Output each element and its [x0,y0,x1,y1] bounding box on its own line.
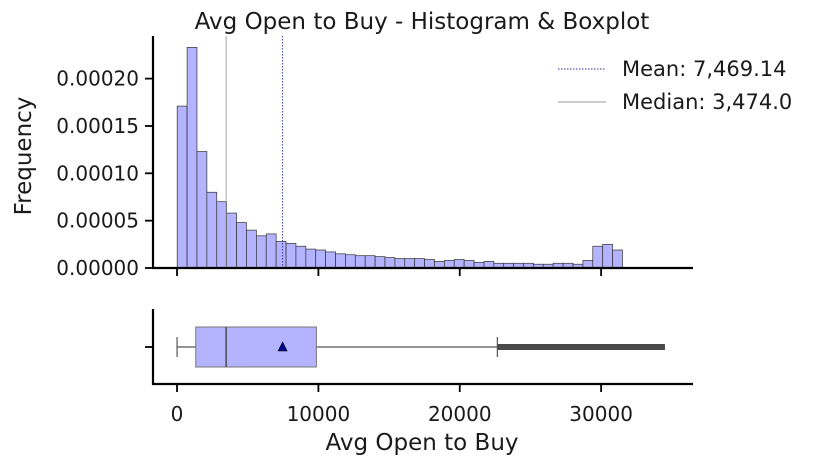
histogram-bar [354,255,366,269]
x-tick-label: 20000 [428,402,492,426]
histogram-bar [206,191,218,269]
chart-title: Avg Open to Buy - Histogram & Boxplot [195,9,650,35]
legend: Mean: 7,469.14 Median: 3,474.0 [558,57,792,114]
outlier-points [497,344,665,350]
mean-marker [277,341,288,352]
y-tick-label: 0.00000 [56,256,139,280]
histogram-bar [345,254,356,269]
histogram-bar [236,222,247,269]
histogram-axes: 0.00000 0.00005 0.00010 0.00015 0.00020 [56,36,693,280]
histogram-bars [176,47,623,269]
legend-mean-label: Mean: 7,469.14 [622,57,786,81]
histogram-bar [226,212,237,269]
histogram-bar [414,258,425,269]
histogram-bar [325,251,336,269]
histogram-bar [582,260,594,269]
histogram-bar [444,260,455,269]
histogram-bar [275,241,287,269]
histogram-bar [463,260,475,269]
histogram-bar [176,105,188,269]
histogram-bar [394,258,406,269]
histogram-bar [612,249,623,269]
y-tick-label: 0.00015 [56,114,139,138]
x-axis-label: Avg Open to Buy [325,430,518,456]
histogram-bar [374,256,386,269]
boxplot [176,326,665,368]
histogram-bar [364,255,376,269]
histogram-bar [246,229,257,269]
histogram-bar [295,245,307,269]
histogram-bar [255,235,267,269]
histogram-bar [265,233,277,269]
x-tick-label: 0 [171,402,184,426]
x-tick-label: 30000 [569,402,633,426]
histogram-bar [602,243,613,269]
histogram-bar [305,248,317,269]
y-tick-label: 0.00020 [56,67,139,91]
histogram-bar [285,243,297,269]
y-tick-label: 0.00010 [56,161,139,185]
histogram-bar [216,201,228,269]
histogram-bar [424,259,435,269]
histogram-bar [384,257,396,269]
boxplot-axes: 0 10000 20000 30000 [145,309,693,426]
y-tick-label: 0.00005 [56,209,139,233]
y-axis-label: Frequency [11,97,37,216]
legend-median-label: Median: 3,474.0 [622,90,792,114]
x-tick-label: 10000 [287,402,351,426]
histogram-bar [404,258,416,269]
histogram-bar [186,47,198,269]
box-iqr [195,326,317,368]
histogram-bar [196,151,208,269]
reference-lines [225,36,284,268]
histogram-bar [453,259,465,269]
histogram-bar [335,253,346,269]
histogram-bar [592,245,604,269]
histogram-bar [315,249,326,269]
